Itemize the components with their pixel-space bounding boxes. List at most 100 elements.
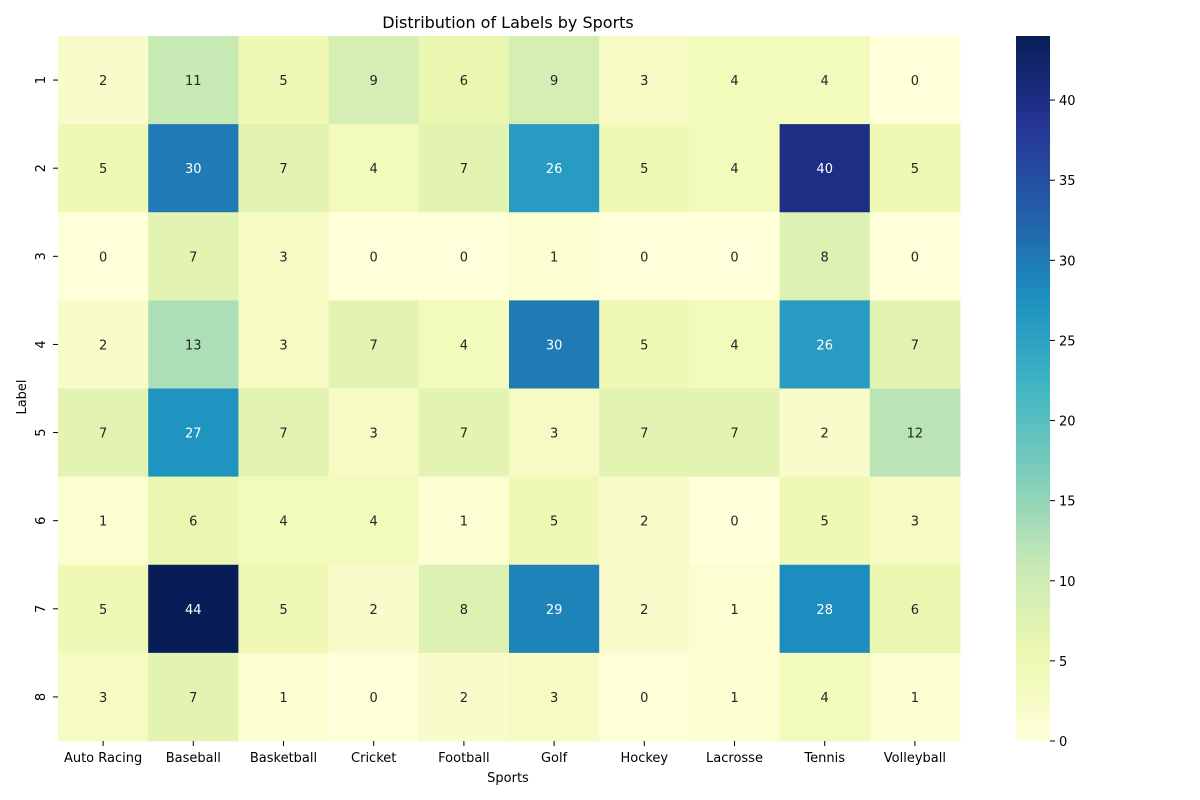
- heatmap-cell: [869, 300, 961, 389]
- heatmap-cell: [418, 36, 510, 125]
- cell-value-label: 7: [460, 162, 468, 177]
- colorbar-tick-label: 0: [1059, 735, 1067, 750]
- cell-value-label: 2: [99, 74, 107, 89]
- colorbar-tick-label: 20: [1059, 415, 1076, 430]
- heatmap-cell: [689, 36, 781, 125]
- colorbar-tick-label: 30: [1059, 254, 1076, 269]
- heatmap-cell: [418, 124, 510, 213]
- cell-value-label: 0: [730, 515, 738, 530]
- heatmap-cell: [238, 564, 330, 654]
- heatmap-cell: [148, 388, 239, 478]
- heatmap-cell: [509, 564, 600, 654]
- heatmap-cell: [58, 212, 149, 301]
- heatmap-cell: [418, 564, 510, 654]
- cell-value-label: 0: [370, 250, 378, 265]
- heatmap-cell: [509, 652, 600, 742]
- cell-value-label: 1: [730, 691, 738, 706]
- heatmap-cell: [689, 476, 781, 566]
- cell-value-label: 28: [816, 603, 833, 618]
- cell-value-label: 4: [460, 338, 468, 353]
- heatmap-cell: [869, 124, 961, 213]
- cell-value-label: 6: [460, 74, 468, 89]
- heatmap-cell: [58, 564, 149, 654]
- heatmap-cell: [869, 652, 961, 742]
- heatmap-cell: [509, 388, 600, 478]
- cell-value-label: 5: [550, 515, 558, 530]
- cell-value-label: 44: [185, 603, 202, 618]
- heatmap-cell: [148, 124, 239, 213]
- cell-value-label: 6: [911, 603, 919, 618]
- heatmap-cell: [148, 300, 239, 389]
- y-tick-label: 6: [34, 517, 49, 525]
- cell-value-label: 7: [370, 338, 378, 353]
- x-tick-label: Lacrosse: [706, 751, 763, 766]
- colorbar-tick-label: 5: [1059, 655, 1067, 670]
- cell-value-label: 5: [99, 603, 107, 618]
- heatmap-cell: [689, 388, 781, 478]
- cell-value-label: 7: [279, 427, 287, 442]
- colorbar-tick-label: 25: [1059, 334, 1076, 349]
- heatmap-cell: [328, 476, 420, 566]
- heatmap-cell: [599, 652, 690, 742]
- cell-value-label: 5: [640, 338, 648, 353]
- heatmap-cell: [509, 300, 600, 389]
- cell-value-label: 4: [279, 515, 287, 530]
- heatmap-cell: [148, 476, 239, 566]
- cell-value-label: 13: [185, 338, 202, 353]
- y-axis-ticks: 1 2 3 4 5 6 7 8: [34, 76, 58, 701]
- cell-value-label: 7: [189, 250, 197, 265]
- cell-value-label: 5: [821, 515, 829, 530]
- heatmap-cell: [328, 124, 420, 213]
- cell-value-label: 0: [640, 250, 648, 265]
- heatmap-cell: [599, 124, 690, 213]
- cell-value-label: 0: [911, 250, 919, 265]
- cell-value-label: 0: [911, 74, 919, 89]
- heatmap-cell: [148, 212, 239, 301]
- cell-value-label: 4: [370, 162, 378, 177]
- colorbar-ticks: 0 5 10 15 20 25 30 35 40: [1050, 94, 1076, 750]
- heatmap-cell: [509, 36, 600, 125]
- y-tick-label: 1: [34, 76, 49, 84]
- cell-value-label: 2: [821, 427, 829, 442]
- heatmap-cell: [58, 388, 149, 478]
- heatmap-cell: [509, 476, 600, 566]
- y-tick-label: 5: [34, 428, 49, 436]
- colorbar-tick-label: 10: [1059, 575, 1076, 590]
- heatmap-cell: [599, 388, 690, 478]
- heatmap-cell: [509, 212, 600, 301]
- cell-value-label: 5: [911, 162, 919, 177]
- x-tick-label: Golf: [541, 751, 568, 766]
- cell-value-label: 1: [550, 250, 558, 265]
- cell-value-label: 29: [546, 603, 563, 618]
- heatmap-cell: [418, 212, 510, 301]
- cell-value-label: 3: [279, 250, 287, 265]
- heatmap-cell: [148, 564, 239, 654]
- cell-value-label: 1: [460, 515, 468, 530]
- y-tick-label: 2: [34, 164, 49, 172]
- x-axis-label: Sports: [487, 771, 529, 786]
- heatmap-cell: [328, 652, 420, 742]
- cell-value-label: 2: [640, 603, 648, 618]
- heatmap-cell: [869, 212, 961, 301]
- y-tick-label: 7: [34, 605, 49, 613]
- cell-value-label: 7: [460, 427, 468, 442]
- cell-value-label: 4: [730, 74, 738, 89]
- colorbar-tick-label: 15: [1059, 495, 1076, 510]
- heatmap-cell: [58, 36, 149, 125]
- cell-value-label: 2: [460, 691, 468, 706]
- cell-value-label: 1: [99, 515, 107, 530]
- heatmap-cell: [779, 388, 871, 478]
- heatmap-cell: [238, 300, 330, 389]
- heatmap-cell: [599, 300, 690, 389]
- cell-value-label: 1: [730, 603, 738, 618]
- cell-value-label: 4: [730, 338, 738, 353]
- heatmap-cell: [328, 212, 420, 301]
- x-tick-label: Football: [438, 751, 489, 766]
- heatmap-cell: [689, 300, 781, 389]
- heatmap-cell: [599, 564, 690, 654]
- x-tick-label: Cricket: [351, 751, 396, 766]
- cell-value-label: 0: [370, 691, 378, 706]
- cell-value-label: 5: [279, 603, 287, 618]
- heatmap-cell: [869, 36, 961, 125]
